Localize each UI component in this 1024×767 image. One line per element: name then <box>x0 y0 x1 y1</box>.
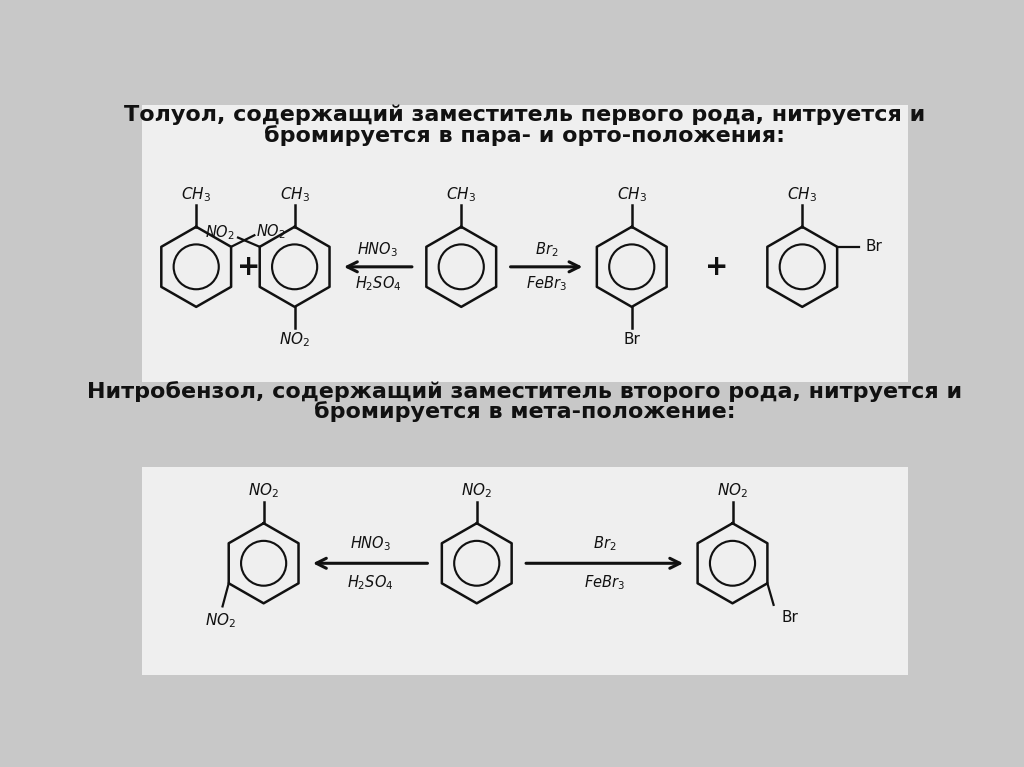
Text: $CH_3$: $CH_3$ <box>280 185 309 204</box>
Text: $NO_2$: $NO_2$ <box>206 611 237 630</box>
Text: $FeBr_3$: $FeBr_3$ <box>584 573 626 592</box>
Text: Нитробензол, содержащий заместитель второго рода, нитруется и: Нитробензол, содержащий заместитель втор… <box>87 381 963 402</box>
Text: Br: Br <box>781 611 799 625</box>
Text: $Br_2$: $Br_2$ <box>593 535 616 553</box>
Text: $Br_2$: $Br_2$ <box>535 241 558 259</box>
Text: +: + <box>238 253 260 281</box>
Text: $H_2SO_4$: $H_2SO_4$ <box>354 275 401 293</box>
Text: $FeBr_3$: $FeBr_3$ <box>526 275 567 293</box>
Text: $NO_2$: $NO_2$ <box>461 482 493 500</box>
Text: $HNO_3$: $HNO_3$ <box>357 241 398 259</box>
Text: +: + <box>706 253 729 281</box>
Text: $HNO_3$: $HNO_3$ <box>349 535 391 553</box>
Text: $CH_3$: $CH_3$ <box>181 185 211 204</box>
Text: $NO_2$: $NO_2$ <box>205 224 234 242</box>
Text: $NO_2$: $NO_2$ <box>248 482 280 500</box>
Text: Толуол, содержащий заместитель первого рода, нитруется и: Толуол, содержащий заместитель первого р… <box>124 104 926 124</box>
Text: $NO_2$: $NO_2$ <box>280 330 310 348</box>
Text: $NO_2$: $NO_2$ <box>717 482 749 500</box>
Text: $NO_2$: $NO_2$ <box>256 222 287 241</box>
Text: $CH_3$: $CH_3$ <box>787 185 817 204</box>
Text: $CH_3$: $CH_3$ <box>446 185 476 204</box>
FancyBboxPatch shape <box>142 467 907 675</box>
Text: $H_2SO_4$: $H_2SO_4$ <box>347 573 393 592</box>
FancyBboxPatch shape <box>142 105 907 382</box>
Text: бромируется в мета-положение:: бромируется в мета-положение: <box>314 401 735 422</box>
Text: $CH_3$: $CH_3$ <box>616 185 647 204</box>
Text: Br: Br <box>624 331 640 347</box>
Text: бромируется в пара- и орто-положения:: бромируется в пара- и орто-положения: <box>264 126 785 146</box>
Text: Br: Br <box>866 239 883 255</box>
